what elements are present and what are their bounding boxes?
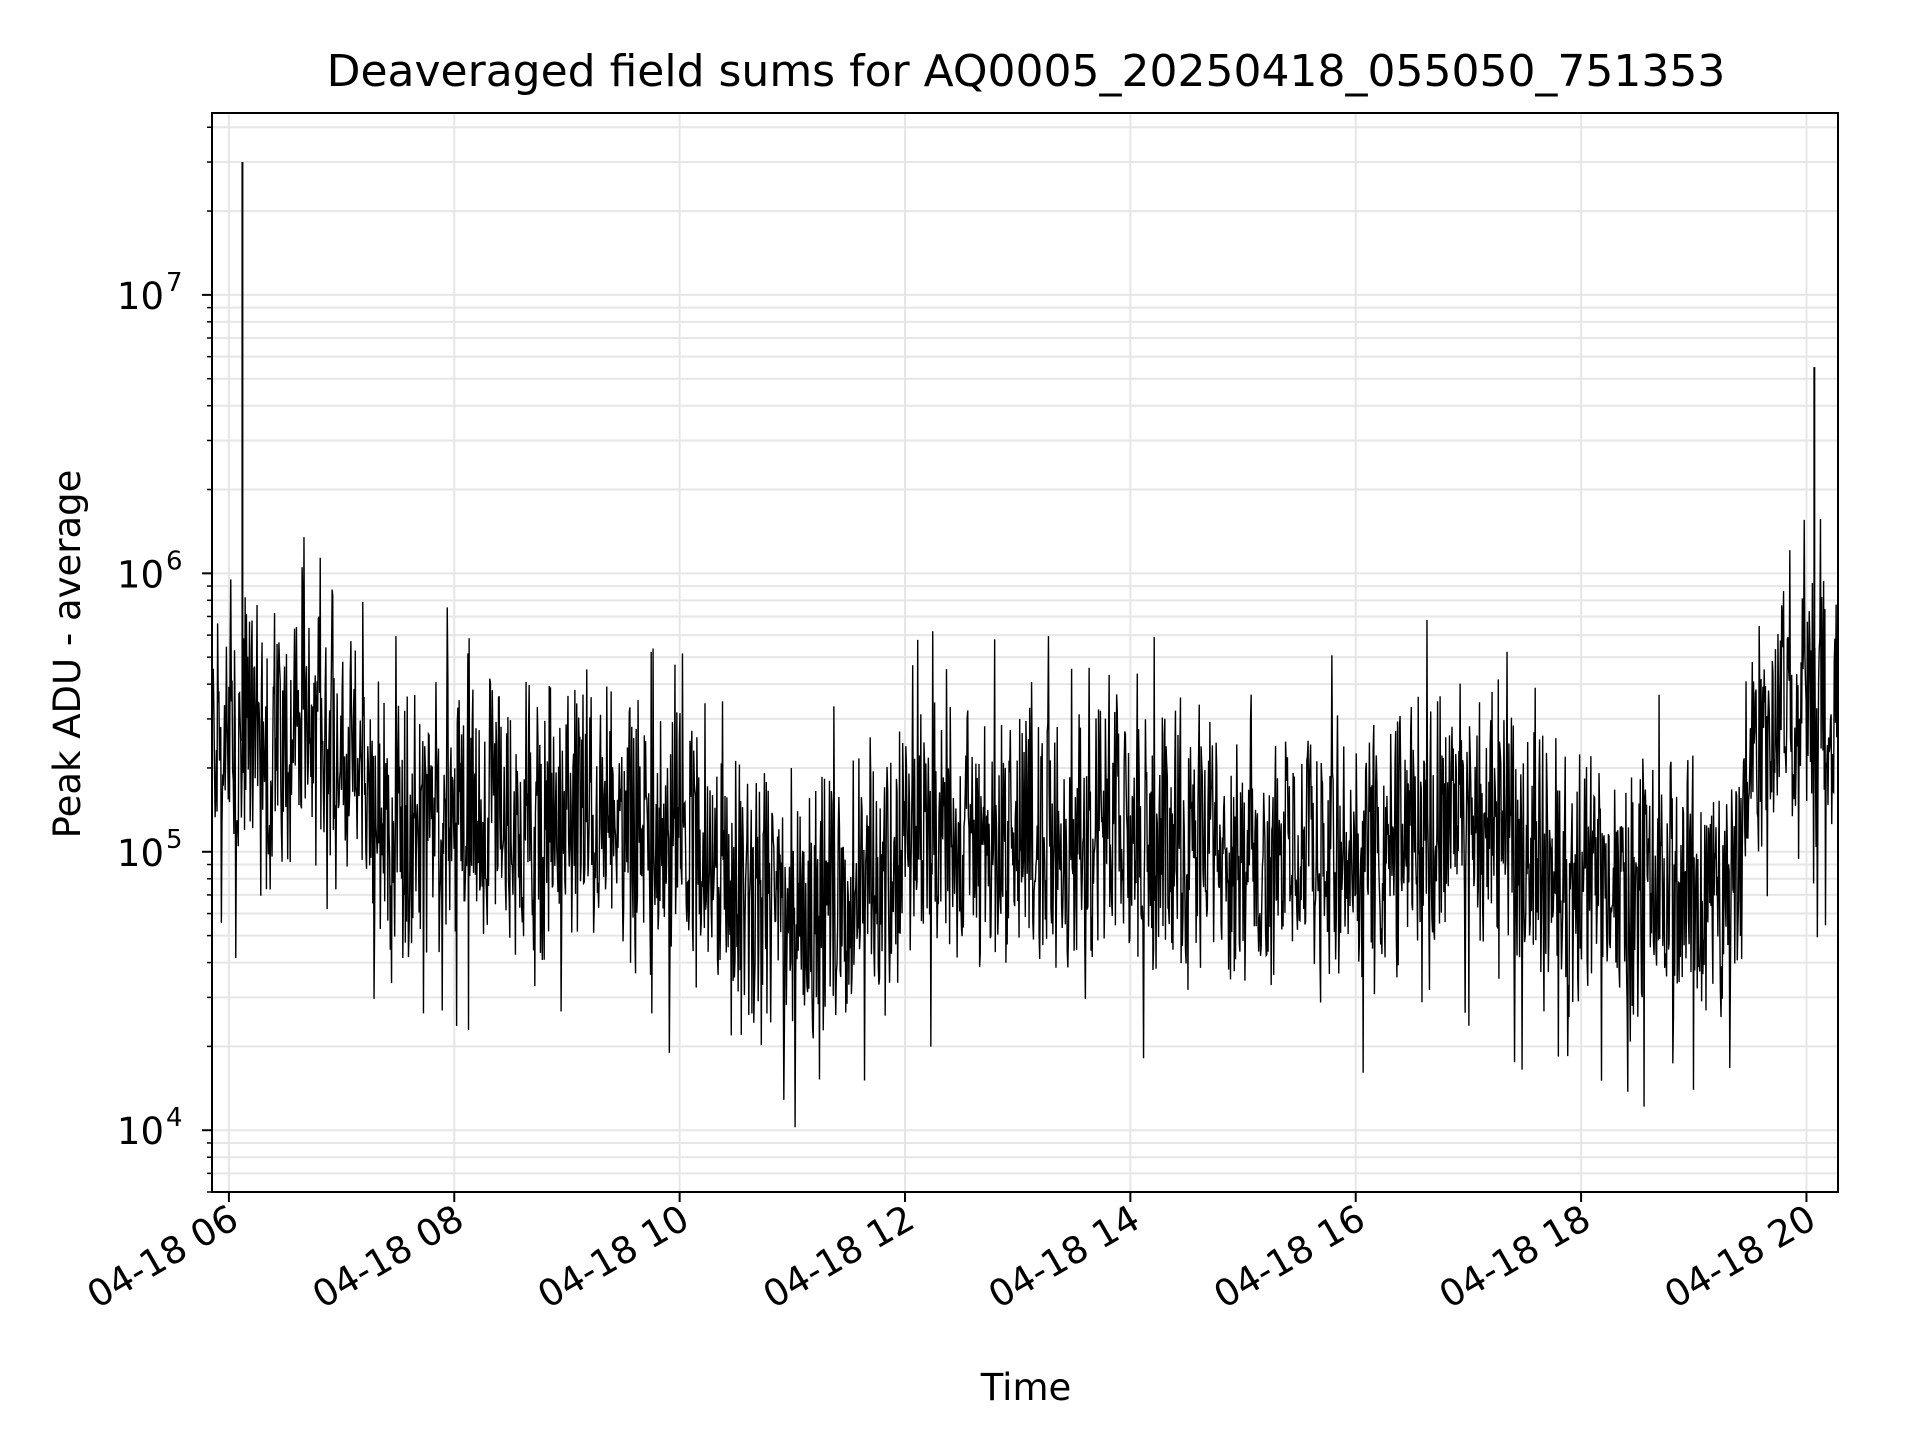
y-tick-exponent: 5 <box>166 825 183 855</box>
series-line <box>211 518 1839 1128</box>
y-tick-exponent: 6 <box>166 546 183 576</box>
y-tick-label: 10 <box>117 1110 164 1153</box>
y-tick-exponent: 4 <box>166 1103 183 1133</box>
y-tick-label: 10 <box>117 832 164 875</box>
chart-title: Deaveraged field sums for AQ0005_2025041… <box>327 46 1726 97</box>
y-tick-label: 10 <box>117 553 164 596</box>
y-axis-label: Peak ADU - average <box>46 470 89 839</box>
y-tick-label: 10 <box>117 275 164 318</box>
series-area <box>211 162 1839 1128</box>
x-axis-label: Time <box>980 1366 1072 1409</box>
plot-frame <box>211 112 1839 1193</box>
y-tick-exponent: 7 <box>166 268 183 298</box>
